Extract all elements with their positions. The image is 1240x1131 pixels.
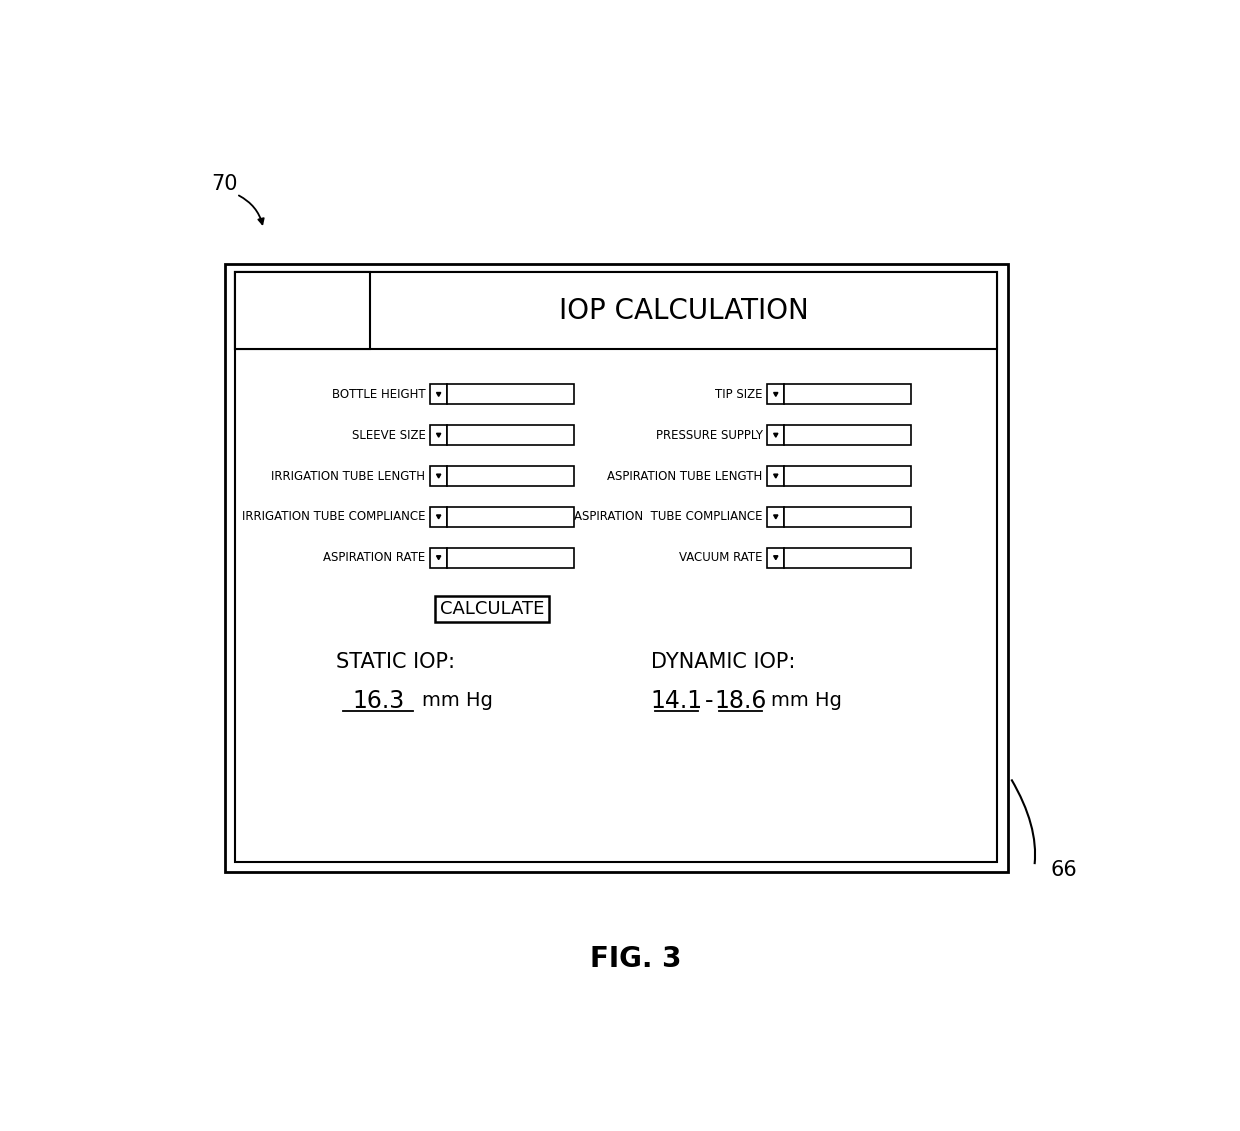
Bar: [224, 264, 1007, 872]
Polygon shape: [774, 433, 777, 438]
Text: SLEEVE SIZE: SLEEVE SIZE: [352, 429, 425, 442]
Polygon shape: [436, 474, 440, 478]
Bar: [430, 385, 448, 405]
Polygon shape: [774, 392, 777, 396]
Text: -: -: [706, 689, 714, 713]
Polygon shape: [774, 515, 777, 519]
Text: ASPIRATION RATE: ASPIRATION RATE: [324, 551, 425, 564]
Text: mm Hg: mm Hg: [423, 691, 494, 710]
Polygon shape: [774, 474, 777, 478]
Polygon shape: [436, 515, 440, 519]
Bar: [448, 466, 573, 486]
Text: FIG. 3: FIG. 3: [590, 944, 681, 973]
Bar: [435, 596, 549, 622]
Text: 16.3: 16.3: [352, 689, 404, 713]
Text: STATIC IOP:: STATIC IOP:: [336, 653, 455, 673]
Polygon shape: [436, 555, 440, 560]
Text: 70: 70: [211, 174, 237, 195]
Polygon shape: [774, 555, 777, 560]
Text: BOTTLE HEIGHT: BOTTLE HEIGHT: [332, 388, 425, 402]
Bar: [448, 547, 573, 568]
Text: 14.1: 14.1: [650, 689, 702, 713]
Text: IOP CALCULATION: IOP CALCULATION: [559, 296, 808, 325]
Bar: [785, 547, 910, 568]
Bar: [768, 425, 784, 446]
Bar: [448, 385, 573, 405]
Bar: [430, 507, 448, 527]
Bar: [768, 547, 784, 568]
Bar: [785, 425, 910, 446]
Bar: [448, 425, 573, 446]
Text: DYNAMIC IOP:: DYNAMIC IOP:: [651, 653, 795, 673]
Bar: [234, 273, 997, 349]
Bar: [430, 466, 448, 486]
Text: 66: 66: [1050, 860, 1076, 880]
Bar: [785, 466, 910, 486]
Polygon shape: [436, 433, 440, 438]
Bar: [768, 466, 784, 486]
Bar: [785, 385, 910, 405]
Text: 18.6: 18.6: [714, 689, 766, 713]
Text: IRRIGATION TUBE COMPLIANCE: IRRIGATION TUBE COMPLIANCE: [242, 510, 425, 524]
Text: VACUUM RATE: VACUUM RATE: [680, 551, 763, 564]
Bar: [234, 273, 371, 349]
Bar: [430, 547, 448, 568]
Text: CALCULATE: CALCULATE: [440, 601, 544, 619]
Bar: [768, 507, 784, 527]
Text: mm Hg: mm Hg: [771, 691, 842, 710]
FancyArrowPatch shape: [239, 196, 264, 224]
Text: PRESSURE SUPPLY: PRESSURE SUPPLY: [656, 429, 763, 442]
Bar: [785, 507, 910, 527]
Polygon shape: [436, 392, 440, 396]
Text: ASPIRATION  TUBE COMPLIANCE: ASPIRATION TUBE COMPLIANCE: [574, 510, 763, 524]
Bar: [234, 273, 997, 862]
Text: ASPIRATION TUBE LENGTH: ASPIRATION TUBE LENGTH: [608, 469, 763, 483]
Text: IRRIGATION TUBE LENGTH: IRRIGATION TUBE LENGTH: [272, 469, 425, 483]
Bar: [430, 425, 448, 446]
Text: TIP SIZE: TIP SIZE: [715, 388, 763, 402]
Bar: [768, 385, 784, 405]
Bar: [448, 507, 573, 527]
